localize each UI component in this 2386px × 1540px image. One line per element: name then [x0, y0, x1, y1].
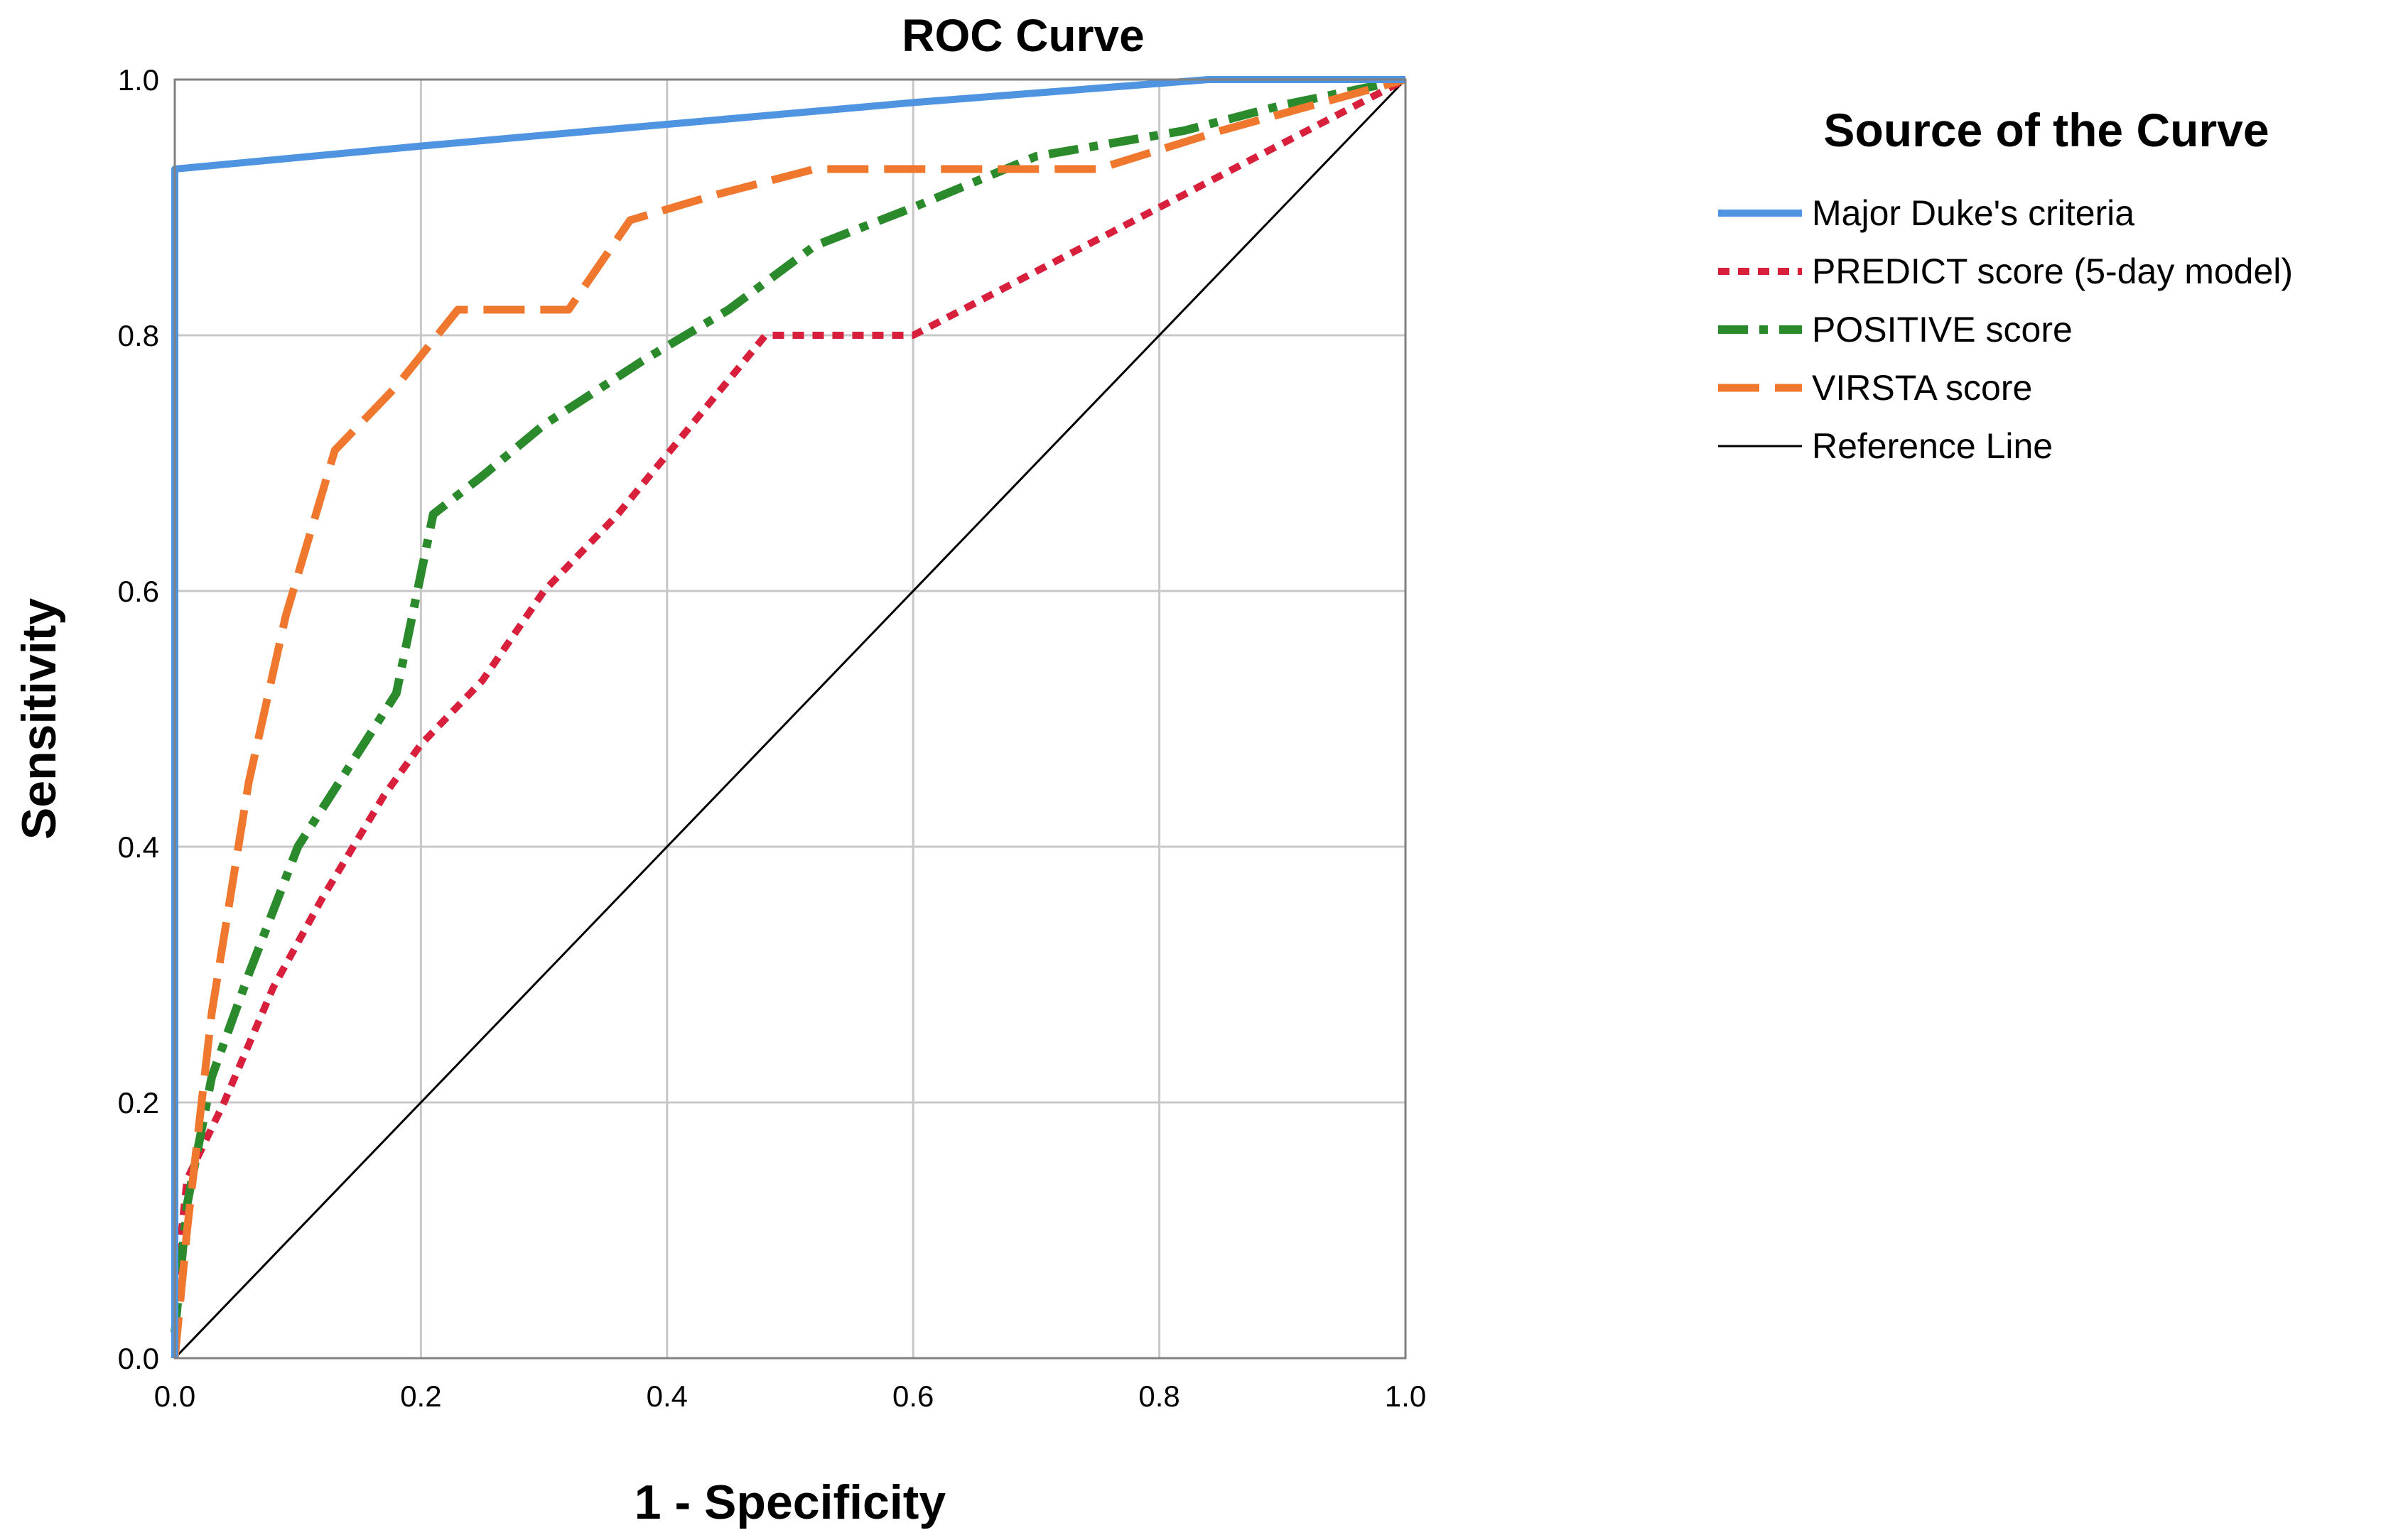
- plot-frame: [173, 78, 1407, 1360]
- legend-label-4: Reference Line: [1812, 426, 2053, 466]
- legend-label-1: PREDICT score (5-day model): [1812, 251, 2293, 291]
- legend-title: Source of the Curve: [1823, 104, 2269, 156]
- y-tick-label: 0.8: [118, 319, 159, 352]
- legend: Major Duke's criteria PREDICT score (5-da…: [1718, 193, 2293, 466]
- x-axis-label: 1 - Specificity: [635, 1475, 946, 1529]
- tick-labels: 0.0 0.2 0.4 0.6 0.8 1.0 0.0 0.2 0.4 0.6 0.8 1.0: [118, 63, 1427, 1413]
- y-tick-label: 0.2: [118, 1086, 159, 1119]
- series-line-positive-score: [171, 75, 1407, 1333]
- y-axis-label: Sensitivity: [12, 598, 66, 840]
- x-tick-label: 0.0: [154, 1379, 195, 1413]
- series-line-virsta-score: [171, 75, 1407, 1359]
- y-tick-label: 0.0: [118, 1342, 159, 1375]
- x-tick-label: 0.6: [892, 1379, 934, 1413]
- x-tick-label: 0.4: [647, 1379, 688, 1413]
- y-tick-label: 0.4: [118, 830, 159, 864]
- x-tick-label: 0.2: [400, 1379, 441, 1413]
- y-tick-label: 1.0: [118, 63, 159, 97]
- x-tick-label: 1.0: [1385, 1379, 1426, 1413]
- x-tick-label: 0.8: [1138, 1379, 1179, 1413]
- legend-label-2: POSITIVE score: [1812, 310, 2073, 349]
- legend-label-0: Major Duke's criteria: [1812, 193, 2134, 233]
- legend-label-3: VIRSTA score: [1812, 368, 2032, 408]
- y-tick-label: 0.6: [118, 575, 159, 608]
- series-line-predict-score-5-day-model: [171, 76, 1408, 1295]
- chart-title: ROC Curve: [902, 10, 1144, 61]
- series-line-reference-line: [173, 78, 1407, 1360]
